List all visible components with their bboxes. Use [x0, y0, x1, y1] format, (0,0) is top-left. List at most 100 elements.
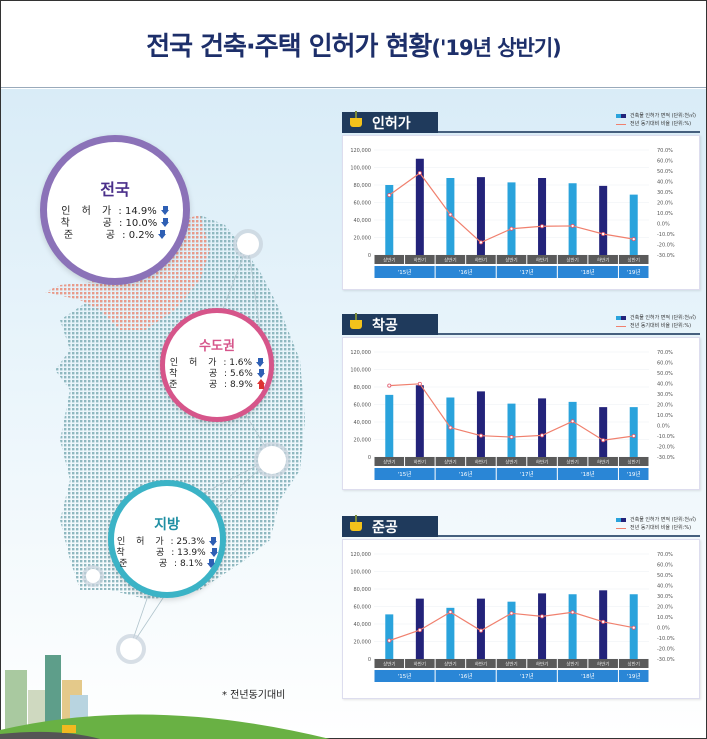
year-label: '17년 [520, 470, 534, 478]
y2-tick-label: -20.0% [657, 647, 675, 653]
title-main: 전국 건축·주택 인허가 현황 [146, 31, 432, 62]
y2-tick-label: 70.0% [657, 552, 673, 558]
bar [599, 407, 608, 457]
half-year-cell [527, 659, 557, 668]
city-illustration [0, 655, 330, 739]
bar [629, 194, 638, 255]
chart-title-tab: 착공 [342, 313, 438, 335]
half-year-label: 하반기 [414, 661, 426, 668]
chart-legend: 건축물 인허가 면적 (단위:천㎡) 전년 동기대비 비율 (단위:%) [616, 112, 696, 128]
y-tick-label: 40,000 [354, 218, 372, 224]
y2-tick-label: 30.0% [657, 190, 673, 196]
chart-box: 0 20,000 40,000 60,000 80,000 100,000 120,000 -… [342, 337, 700, 490]
yoy-point [601, 619, 606, 624]
yoy-point [417, 171, 422, 176]
y2-tick-label: 70.0% [657, 350, 673, 356]
y2-tick-label: 0.0% [657, 222, 670, 228]
y2-tick-label: -20.0% [657, 445, 675, 451]
year-cell [496, 670, 557, 682]
chart-box: 0 20,000 40,000 60,000 80,000 100,000 120,000 -… [342, 135, 700, 290]
half-year-label: 상반기 [628, 661, 640, 668]
chart-completion: 0 20,000 40,000 60,000 80,000 100,000 120,000 -… [350, 552, 675, 682]
yoy-point [387, 193, 392, 198]
yoy-point [631, 434, 636, 439]
half-year-cell [374, 659, 405, 668]
half-year-cell [435, 457, 466, 466]
yoy-point [448, 425, 453, 430]
legend-bar-swatch [616, 114, 627, 118]
half-year-label: 상반기 [444, 661, 456, 668]
yoy-point [417, 628, 422, 633]
yoy-point [570, 419, 575, 424]
year-cell [557, 468, 618, 480]
legend-line-swatch [616, 123, 627, 125]
bar [476, 391, 485, 457]
chart-start: 0 20,000 40,000 60,000 80,000 100,000 120,000 -… [350, 350, 675, 480]
half-year-cell [405, 659, 435, 668]
yoy-point [540, 614, 545, 619]
y2-tick-label: 40.0% [657, 584, 673, 590]
year-label: '15년 [398, 470, 412, 478]
year-label: '15년 [398, 268, 412, 276]
chart-legend: 건축물 인허가 면적 (단위:천㎡) 전년 동기대비 비율 (단위:%) [616, 314, 696, 330]
y-tick-label: 0 [368, 455, 371, 461]
chart-title-tab: 준공 [342, 515, 438, 537]
divider [438, 131, 700, 133]
yoy-point [417, 381, 422, 386]
half-year-label: 상반기 [383, 661, 395, 668]
yoy-point [631, 625, 636, 630]
half-year-cell [557, 457, 588, 466]
half-year-cell [496, 457, 527, 466]
legend-bar-label: 건축물 인허가 면적 (단위:천㎡) [630, 113, 696, 119]
stat-row: 착 공 : 13.9% [114, 548, 220, 559]
half-year-label: 하반기 [475, 661, 487, 668]
y2-tick-label: 60.0% [657, 361, 673, 367]
yoy-point [540, 433, 545, 438]
y2-tick-label: -10.0% [657, 434, 675, 440]
stat-row: 인 허 가 : 1.6% [165, 358, 269, 369]
divider [438, 333, 700, 335]
header: 전국 건축·주택 인허가 현황('19년 상반기) [1, 1, 706, 88]
arrow-down-icon [206, 559, 215, 568]
legend-line-label: 전년 동기대비 비율 (단위:%) [630, 525, 692, 531]
year-cell [618, 468, 649, 480]
y-tick-label: 60,000 [354, 201, 372, 207]
year-cell [496, 468, 557, 480]
stat-row: 인 허 가 : 14.9% [47, 206, 183, 218]
year-label: '16년 [459, 268, 473, 276]
half-year-label: 상반기 [444, 257, 456, 264]
y2-tick-label: -30.0% [657, 253, 675, 259]
year-label: '16년 [459, 470, 473, 478]
legend-line-label: 전년 동기대비 비율 (단위:%) [630, 121, 692, 127]
half-year-cell [405, 457, 435, 466]
y2-tick-label: -30.0% [657, 455, 675, 461]
year-label: '18년 [581, 470, 595, 478]
yoy-point [631, 237, 636, 242]
plant-pot-icon [350, 111, 362, 127]
bar [629, 407, 638, 457]
y2-tick-label: 0.0% [657, 626, 670, 632]
bar [599, 185, 608, 255]
year-cell [374, 670, 435, 682]
half-year-cell [496, 659, 527, 668]
year-label: '15년 [398, 672, 412, 680]
excavator-icon [62, 725, 76, 733]
region-name: 수도권 [199, 339, 235, 354]
half-year-cell [588, 255, 618, 264]
legend-bar-swatch [616, 518, 627, 522]
y-tick-label: 100,000 [350, 570, 371, 576]
chart-legend: 건축물 인허가 면적 (단위:천㎡) 전년 동기대비 비율 (단위:%) [616, 516, 696, 532]
y2-tick-label: 50.0% [657, 169, 673, 175]
y2-tick-label: 70.0% [657, 148, 673, 154]
yoy-point [570, 610, 575, 615]
bar [507, 601, 516, 659]
half-year-label: 상반기 [444, 459, 456, 466]
y-tick-label: 80,000 [354, 183, 372, 189]
y-tick-label: 80,000 [354, 587, 372, 593]
arrow-down-icon [256, 358, 265, 367]
year-cell [435, 468, 496, 480]
stat-row: 인 허 가 : 25.3% [114, 537, 220, 548]
bar [507, 182, 516, 255]
half-year-label: 하반기 [414, 459, 426, 466]
y2-tick-label: -10.0% [657, 636, 675, 642]
